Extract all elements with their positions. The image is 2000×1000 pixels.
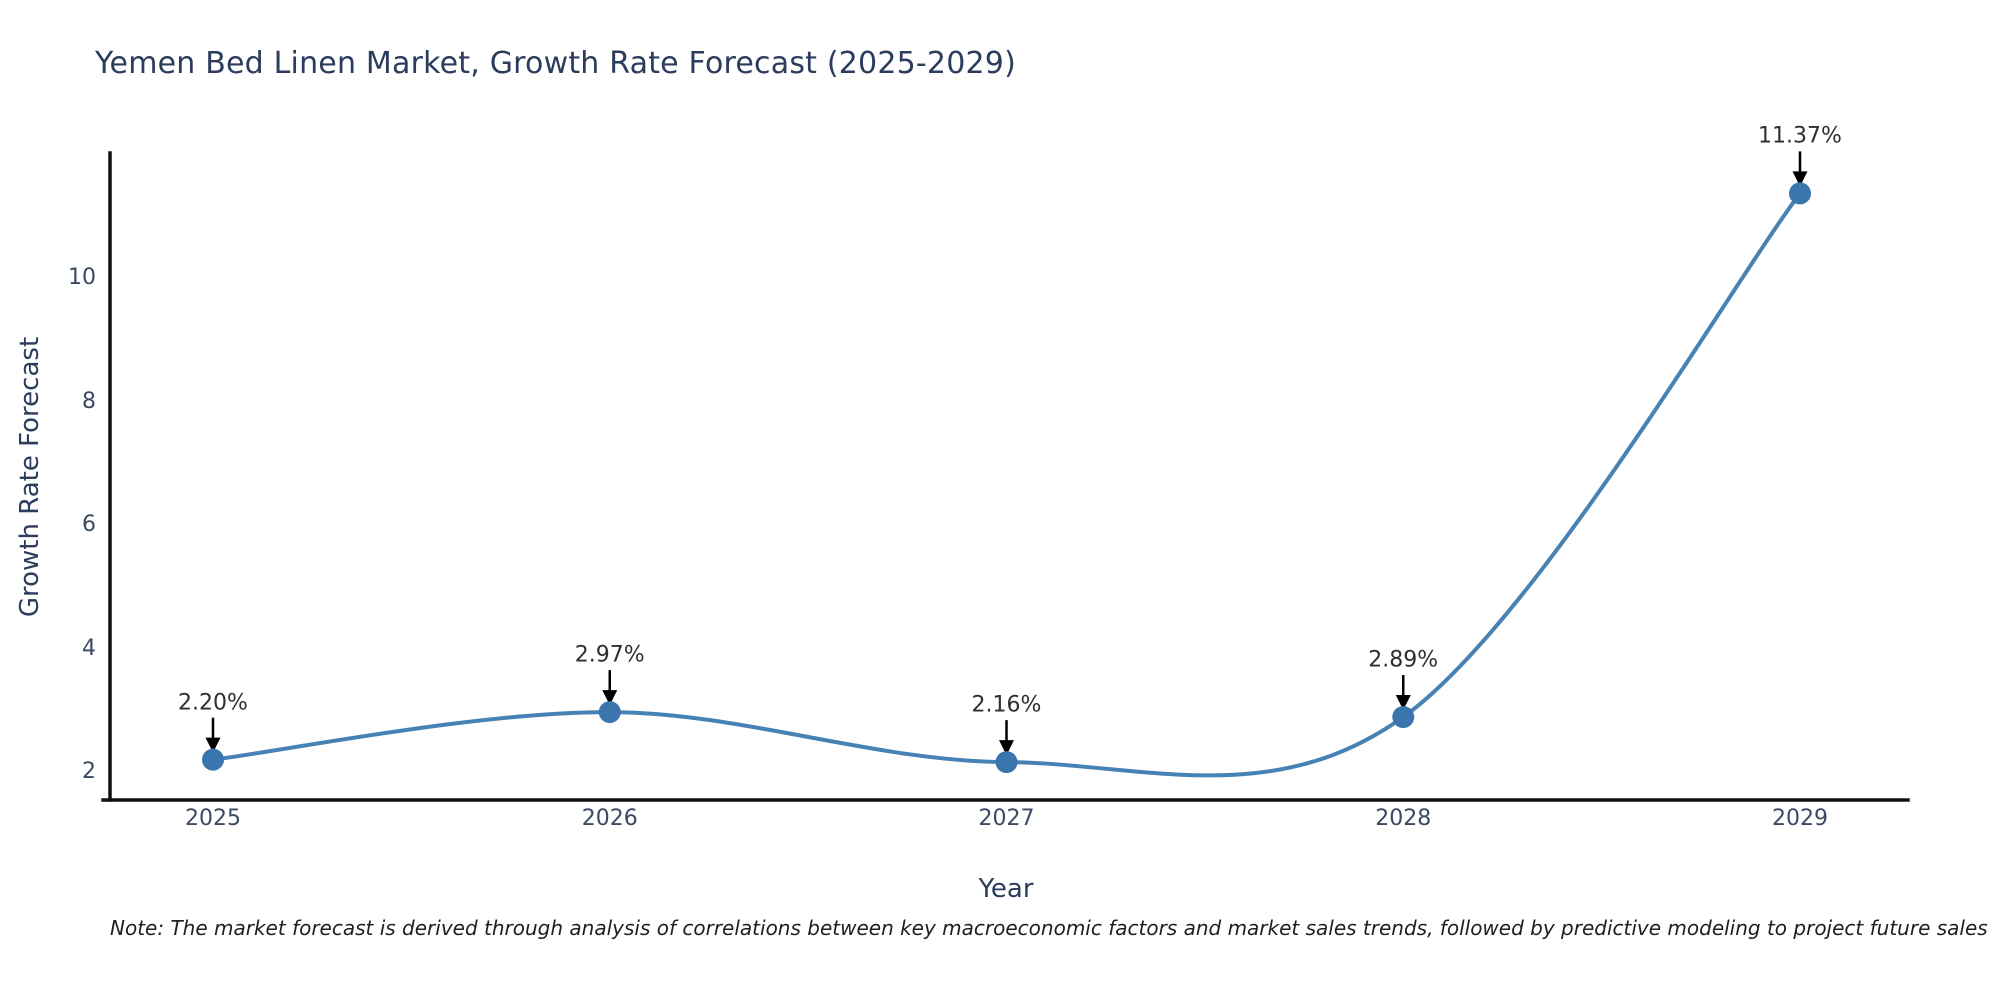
y-tick-label: 10 xyxy=(68,265,96,290)
y-tick-label: 2 xyxy=(82,759,96,784)
point-value-label: 2.20% xyxy=(178,690,248,716)
y-tick-label: 6 xyxy=(82,512,96,537)
annotation-arrowhead xyxy=(205,737,221,753)
data-point-2029 xyxy=(1789,182,1811,205)
footnote: Note: The market forecast is derived thr… xyxy=(110,916,1988,940)
x-axis-title: Year xyxy=(978,874,1034,904)
x-tick-label: 2027 xyxy=(978,806,1035,831)
data-point-2028 xyxy=(1392,706,1415,729)
y-tick-label: 4 xyxy=(82,635,96,661)
annotation-arrowhead xyxy=(999,740,1014,756)
data-point-2026 xyxy=(598,701,621,724)
annotation-arrowhead xyxy=(1792,171,1808,187)
point-value-label: 2.97% xyxy=(574,642,645,668)
x-tick-label: 2025 xyxy=(185,806,241,831)
trend-line xyxy=(212,192,1802,778)
x-tick-label: 2028 xyxy=(1375,806,1432,831)
chart-title: Yemen Bed Linen Market, Growth Rate Fore… xyxy=(95,46,1016,81)
data-point-2027 xyxy=(995,751,1018,774)
x-tick-label: 2026 xyxy=(581,806,638,831)
y-tick-label: 8 xyxy=(82,388,96,414)
data-point-2025 xyxy=(202,748,224,771)
annotation-arrowhead xyxy=(1395,695,1411,711)
y-axis-title: Growth Rate Forecast xyxy=(15,336,45,618)
annotation-arrowhead xyxy=(602,690,618,706)
x-tick-label: 2029 xyxy=(1772,806,1828,831)
point-value-label: 11.37% xyxy=(1758,123,1842,149)
point-value-label: 2.89% xyxy=(1368,647,1439,673)
point-value-label: 2.16% xyxy=(971,692,1042,718)
